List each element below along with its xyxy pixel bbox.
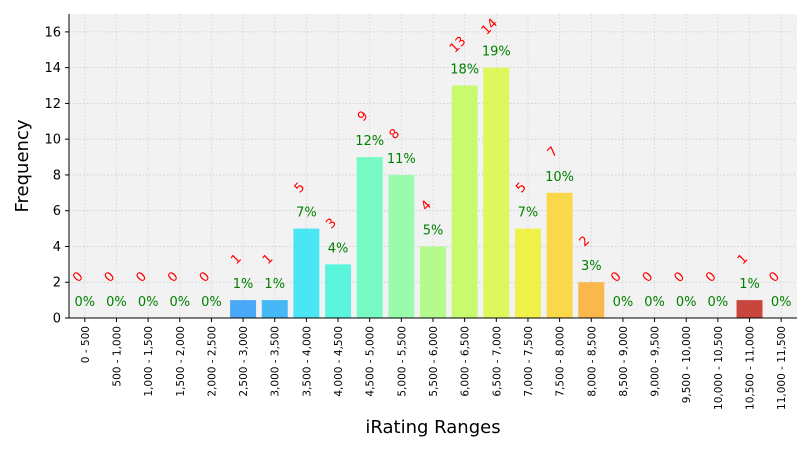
x-tick-label: 500 - 1,000 xyxy=(111,326,123,387)
x-axis-title: iRating Ranges xyxy=(365,417,500,438)
x-tick-label: 6,000 - 6,500 xyxy=(460,326,472,397)
percent-label: 0% xyxy=(75,295,96,310)
bar-9 xyxy=(325,264,352,318)
bar-10 xyxy=(356,157,383,318)
y-axis-title: Frequency xyxy=(12,119,33,212)
y-tick-label: 6 xyxy=(53,204,61,219)
bar-15 xyxy=(514,228,541,318)
y-tick-label: 10 xyxy=(44,133,61,148)
x-tick-label: 4,000 - 4,500 xyxy=(333,326,345,397)
x-tick-label: 6,500 - 7,000 xyxy=(491,326,503,397)
y-tick-label: 2 xyxy=(53,276,61,291)
percent-label: 0% xyxy=(169,295,190,310)
x-tick-label: 3,000 - 3,500 xyxy=(270,326,282,397)
percent-label: 7% xyxy=(296,206,317,221)
bar-12 xyxy=(420,246,446,318)
percent-label: 18% xyxy=(450,63,479,78)
x-tick-label: 8,000 - 8,500 xyxy=(586,326,598,397)
x-tick-label: 7,500 - 8,000 xyxy=(555,326,567,397)
x-tick-label: 7,000 - 7,500 xyxy=(523,326,535,397)
x-tick-label: 5,500 - 6,000 xyxy=(428,326,440,397)
bar-14 xyxy=(483,67,510,318)
percent-label: 7% xyxy=(518,206,539,221)
bar-16 xyxy=(546,192,573,318)
bar-6 xyxy=(230,300,257,318)
percent-label: 1% xyxy=(264,277,285,292)
x-tick-label: 4,500 - 5,000 xyxy=(365,326,377,397)
percent-label: 1% xyxy=(739,277,760,292)
percent-label: 0% xyxy=(138,295,159,310)
x-tick-label: 10,500 - 11,000 xyxy=(745,326,757,410)
x-tick-label: 0 - 500 xyxy=(80,326,92,363)
percent-label: 0% xyxy=(644,295,665,310)
bar-13 xyxy=(451,85,478,318)
percent-label: 19% xyxy=(482,45,511,60)
y-tick-label: 16 xyxy=(44,25,61,40)
x-tick-label: 5,000 - 5,500 xyxy=(396,326,408,397)
bar-11 xyxy=(388,174,415,318)
y-tick-label: 14 xyxy=(44,61,61,76)
percent-label: 0% xyxy=(613,295,634,310)
percent-label: 0% xyxy=(708,295,729,310)
x-tick-label: 8,500 - 9,000 xyxy=(618,326,630,397)
percent-label: 4% xyxy=(328,241,349,256)
x-tick-label: 9,000 - 9,500 xyxy=(650,326,662,397)
x-tick-label: 9,500 - 10,000 xyxy=(681,326,693,403)
x-tick-label: 1,000 - 1,500 xyxy=(143,326,155,397)
percent-label: 1% xyxy=(233,277,254,292)
bar-22 xyxy=(736,300,763,318)
percent-label: 12% xyxy=(355,134,384,149)
x-tick-label: 11,000 - 11,500 xyxy=(776,326,788,410)
x-tick-label: 10,000 - 10,500 xyxy=(713,326,725,410)
y-tick-label: 4 xyxy=(53,240,61,255)
bar-7 xyxy=(261,300,288,318)
y-tick-label: 0 xyxy=(53,312,61,327)
percent-label: 3% xyxy=(581,259,602,274)
x-tick-label: 1,500 - 2,000 xyxy=(175,326,187,397)
bar-8 xyxy=(293,228,320,318)
y-tick-label: 12 xyxy=(44,97,61,112)
bar-17 xyxy=(578,282,605,318)
percent-label: 0% xyxy=(201,295,222,310)
percent-label: 11% xyxy=(387,152,416,167)
percent-label: 0% xyxy=(771,295,792,310)
x-tick-label: 2,500 - 3,000 xyxy=(238,326,250,397)
percent-label: 0% xyxy=(106,295,127,310)
percent-label: 10% xyxy=(545,170,574,185)
percent-label: 5% xyxy=(423,223,444,238)
x-tick-label: 2,000 - 2,500 xyxy=(206,326,218,397)
x-tick-label: 3,500 - 4,000 xyxy=(301,326,313,397)
y-tick-label: 8 xyxy=(53,168,61,183)
percent-label: 0% xyxy=(676,295,697,310)
